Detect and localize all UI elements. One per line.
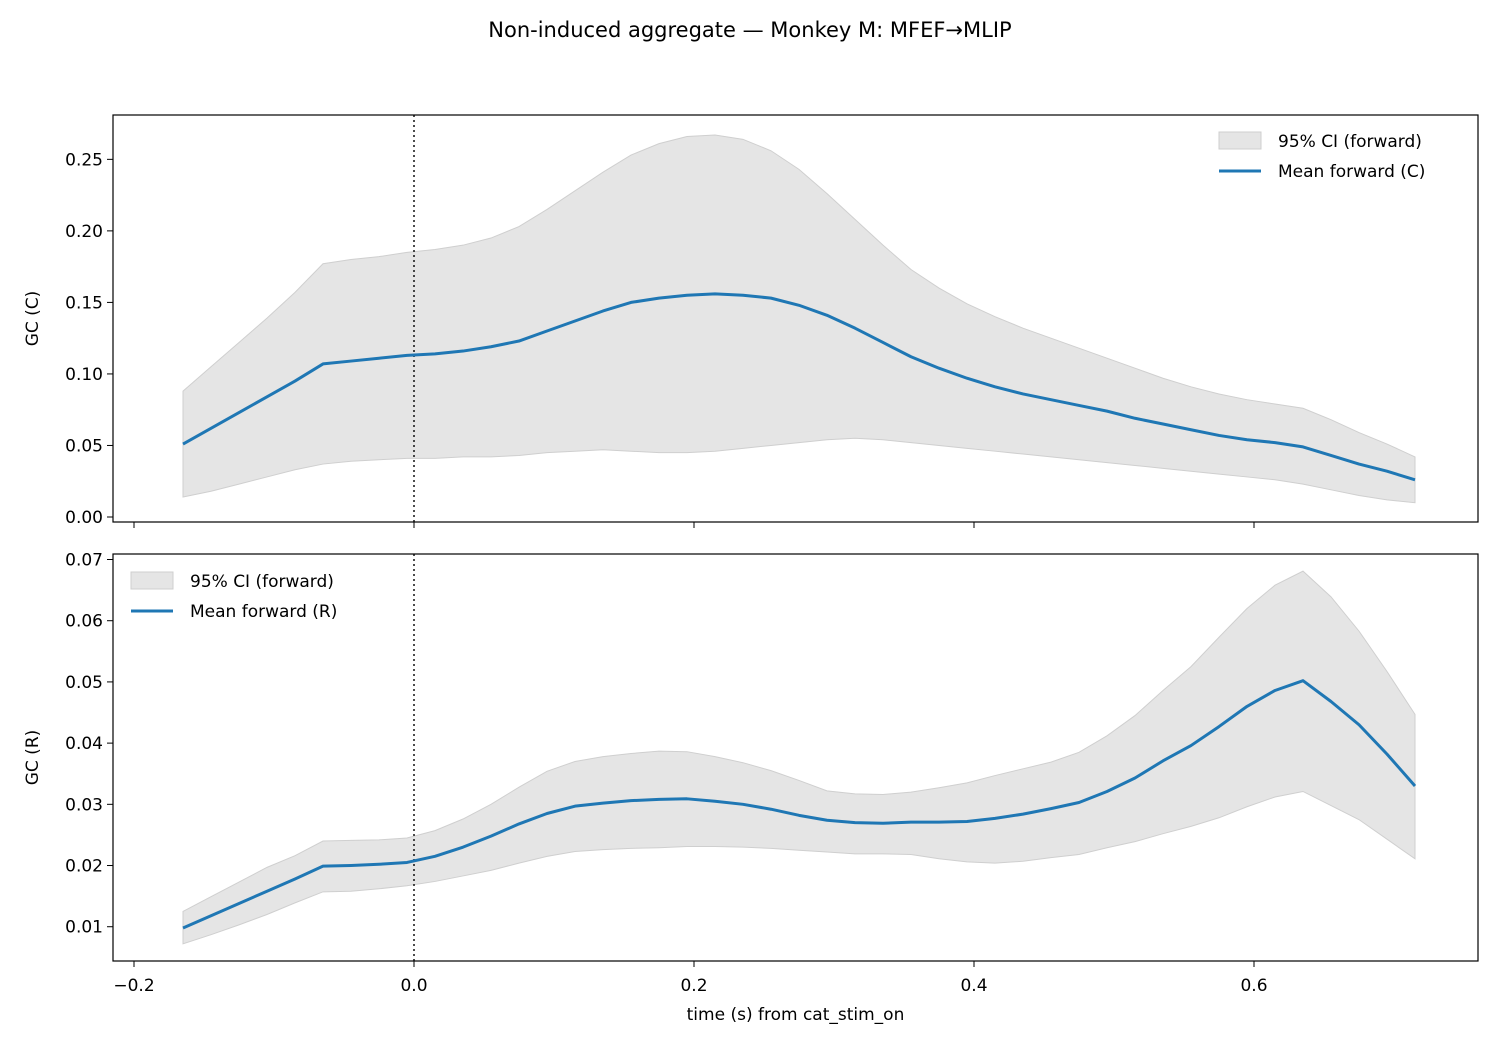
x-tick-label-bottom: 0.0: [400, 976, 427, 996]
legend-bottom: 95% CI (forward) Mean forward (R): [130, 571, 337, 622]
x-tick-label-bottom: 0.2: [680, 976, 707, 996]
y-axis-label-top: GC (C): [23, 291, 43, 347]
mean-line-top: [182, 292, 1416, 482]
ci-band-top: [182, 134, 1416, 504]
y-tick-label-bottom: 0.03: [65, 795, 103, 815]
panel-top: 0.00 0.05 0.10 0.15 0.20 0.25 GC (C) 95% CI (fo…: [23, 114, 1479, 528]
mean-line-bottom: [182, 679, 1417, 930]
legend-band-label-bottom: 95% CI (forward): [190, 572, 334, 592]
legend-band-swatch-top: [1218, 131, 1262, 150]
legend-band-label-top: 95% CI (forward): [1278, 132, 1422, 152]
x-tick-label-bottom: 0.6: [1240, 976, 1267, 996]
x-tick-label-bottom: 0.4: [960, 976, 987, 996]
y-tick-label-bottom: 0.04: [65, 734, 103, 754]
legend-line-label-top: Mean forward (C): [1278, 162, 1425, 182]
y-tick-label-top: 0.20: [65, 222, 103, 242]
x-axis-label-bottom: time (s) from cat_stim_on: [687, 1005, 905, 1025]
y-tick-label-bottom: 0.01: [65, 918, 103, 938]
ci-band-bottom: [182, 570, 1416, 945]
y-tick-label-top: 0.05: [65, 436, 103, 456]
panel-bottom: 0.01 0.02 0.03 0.04 0.05 0.06 0.07 −0.2 0.0 0.2 0.…: [23, 551, 1479, 1025]
y-tick-label-bottom: 0.07: [65, 551, 103, 571]
legend-band-swatch-bottom: [130, 571, 174, 590]
y-tick-label-bottom: 0.02: [65, 857, 103, 877]
legend-top: 95% CI (forward) Mean forward (C): [1218, 131, 1425, 182]
y-tick-label-bottom: 0.06: [65, 612, 103, 632]
x-tick-label-bottom: −0.2: [113, 976, 154, 996]
axes-frame-bottom: [112, 553, 1479, 962]
y-tick-label-bottom: 0.05: [65, 673, 103, 693]
y-tick-label-top: 0.00: [65, 508, 103, 528]
y-axis-label-bottom: GC (R): [23, 730, 43, 786]
axes-frame-top: [112, 114, 1479, 523]
legend-line-label-bottom: Mean forward (R): [190, 602, 337, 622]
y-tick-label-top: 0.25: [65, 150, 103, 170]
figure-title: Non-induced aggregate — Monkey M: MFEF→M…: [488, 18, 1012, 42]
y-tick-label-top: 0.10: [65, 365, 103, 385]
y-tick-label-top: 0.15: [65, 293, 103, 313]
